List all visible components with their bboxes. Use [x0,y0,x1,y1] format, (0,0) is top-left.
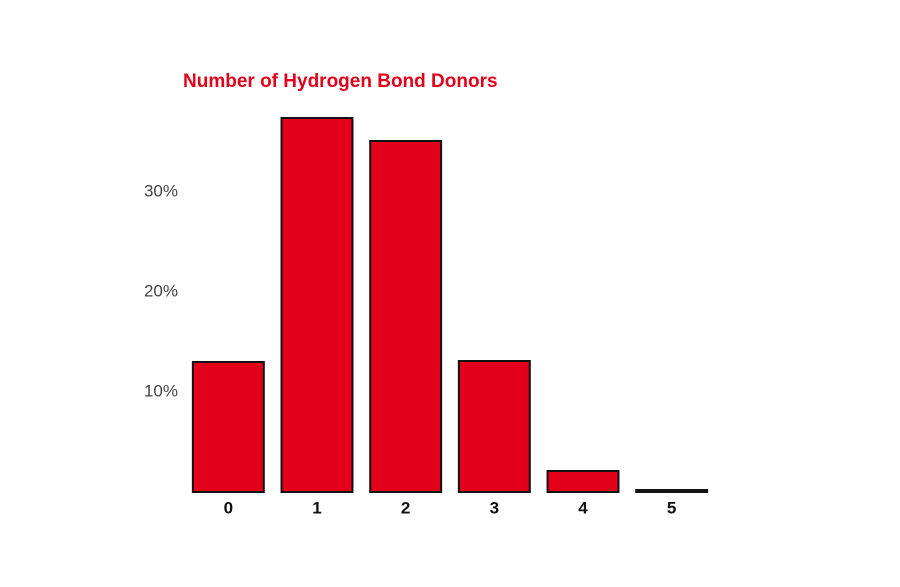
y-tick-label: 30% [144,181,178,200]
x-tick-label: 2 [401,498,410,517]
bar [280,117,354,493]
bar [546,470,620,493]
chart-title: Number of Hydrogen Bond Donors [183,71,498,92]
x-tick-label: 1 [312,498,321,517]
x-tick-label: 4 [578,498,588,517]
bar [457,360,531,493]
x-tick-label: 0 [224,498,233,517]
x-tick-label: 3 [490,498,499,517]
y-tick-label: 10% [144,381,178,400]
bar [369,140,443,493]
y-tick-label: 20% [144,281,178,300]
x-tick-label: 5 [667,498,676,517]
bar [191,361,265,493]
bar [635,489,709,493]
